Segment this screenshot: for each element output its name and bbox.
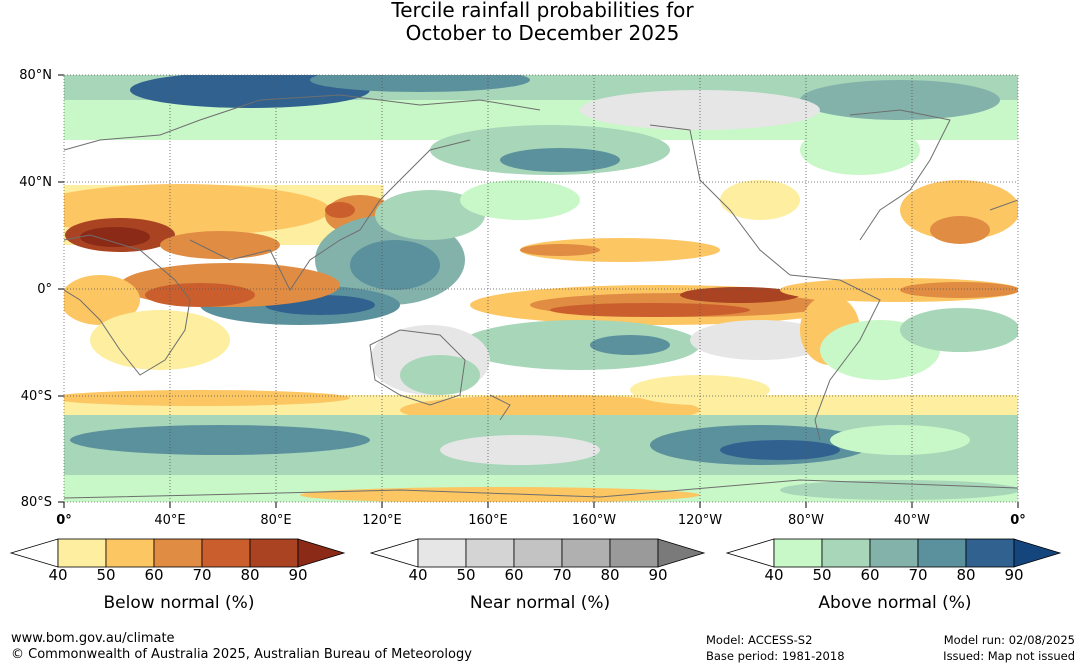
lon-label-0-right: 0°	[1010, 513, 1026, 528]
colorbar-segment	[917, 538, 967, 568]
colorbar-segment	[201, 538, 251, 568]
colorbar-segment	[105, 538, 155, 568]
lon-label-160e: 160°E	[468, 513, 508, 528]
colorbar-segment	[609, 538, 659, 568]
colorbar-title-below-normal: Below normal (%)	[103, 593, 255, 613]
colorbar-tick-label: 70	[192, 566, 212, 584]
lon-label-40e: 40°E	[154, 513, 186, 528]
map-title-line2: October to December 2025	[405, 21, 680, 45]
map-frame	[63, 74, 1019, 503]
lon-label-80e: 80°E	[260, 513, 292, 528]
footer-url: www.bom.gov.au/climate	[11, 631, 175, 646]
colorbar-extend-high	[1013, 538, 1062, 568]
lon-label-120e: 120°E	[362, 513, 402, 528]
colorbar-tick-label: 90	[288, 566, 308, 584]
colorbar-tick-label: 40	[764, 566, 784, 584]
colorbar-tick-label: 60	[504, 566, 524, 584]
lat-label-0: 0°	[37, 282, 52, 297]
colorbar-tick-label: 40	[48, 566, 68, 584]
colorbar-tick-label: 70	[908, 566, 928, 584]
lat-label-40s: 40°S	[20, 389, 52, 404]
colorbar-segment	[465, 538, 515, 568]
colorbar-extend-low	[370, 538, 419, 568]
lon-label-0: 0°	[56, 513, 72, 528]
colorbar-segment	[57, 538, 107, 568]
lat-label-80s: 80°S	[20, 495, 52, 510]
colorbar-segment	[513, 538, 563, 568]
lat-label-40n: 40°N	[19, 175, 52, 190]
colorbar-tick-label: 40	[408, 566, 428, 584]
footer-copyright: © Commonwealth of Australia 2025, Austra…	[11, 647, 472, 662]
colorbar-segment	[249, 538, 299, 568]
colorbar-tick-label: 90	[648, 566, 668, 584]
rainfall-probability-map	[58, 74, 1019, 508]
colorbar-tick-label: 80	[956, 566, 976, 584]
lon-label-160w: 160°W	[571, 513, 617, 528]
colorbar-extend-low	[726, 538, 775, 568]
colorbar-segment	[821, 538, 871, 568]
footer-base-period: Base period: 1981-2018	[706, 649, 845, 663]
colorbar-segment	[869, 538, 919, 568]
colorbar-title-above-normal: Above normal (%)	[818, 593, 972, 613]
footer-model-run: Model run: 02/08/2025	[943, 633, 1075, 647]
colorbar-tick-label: 50	[456, 566, 476, 584]
colorbar-extend-high	[657, 538, 706, 568]
lon-label-80w: 80°W	[788, 513, 824, 528]
colorbar-below-normal	[10, 538, 346, 568]
colorbar-above-normal	[726, 538, 1062, 568]
colorbar-segment	[773, 538, 823, 568]
colorbar-tick-label: 50	[96, 566, 116, 584]
colorbar-tick-label: 70	[552, 566, 572, 584]
colorbar-tick-label: 90	[1004, 566, 1024, 584]
colorbar-segment	[417, 538, 467, 568]
graticule	[64, 75, 1018, 502]
lat-label-80n: 80°N	[19, 68, 52, 83]
colorbar-tick-label: 80	[600, 566, 620, 584]
lon-label-120w: 120°W	[677, 513, 723, 528]
colorbar-segment	[965, 538, 1015, 568]
colorbar-near-normal	[370, 538, 706, 568]
colorbar-title-near-normal: Near normal (%)	[469, 593, 611, 613]
probability-shading	[64, 75, 1018, 502]
colorbar-segment	[561, 538, 611, 568]
colorbar-tick-label: 80	[240, 566, 260, 584]
colorbar-tick-label: 60	[144, 566, 164, 584]
colorbar-segment	[153, 538, 203, 568]
colorbar-extend-low	[10, 538, 59, 568]
colorbar-tick-label: 60	[860, 566, 880, 584]
footer-model: Model: ACCESS-S2	[706, 633, 813, 647]
footer-issued: Issued: Map not issued	[943, 649, 1075, 663]
coastlines	[64, 94, 1018, 499]
map-title-line1: Tercile rainfall probabilities for	[391, 0, 694, 22]
colorbar-tick-label: 50	[812, 566, 832, 584]
lon-label-40w: 40°W	[894, 513, 930, 528]
colorbar-extend-high	[297, 538, 346, 568]
